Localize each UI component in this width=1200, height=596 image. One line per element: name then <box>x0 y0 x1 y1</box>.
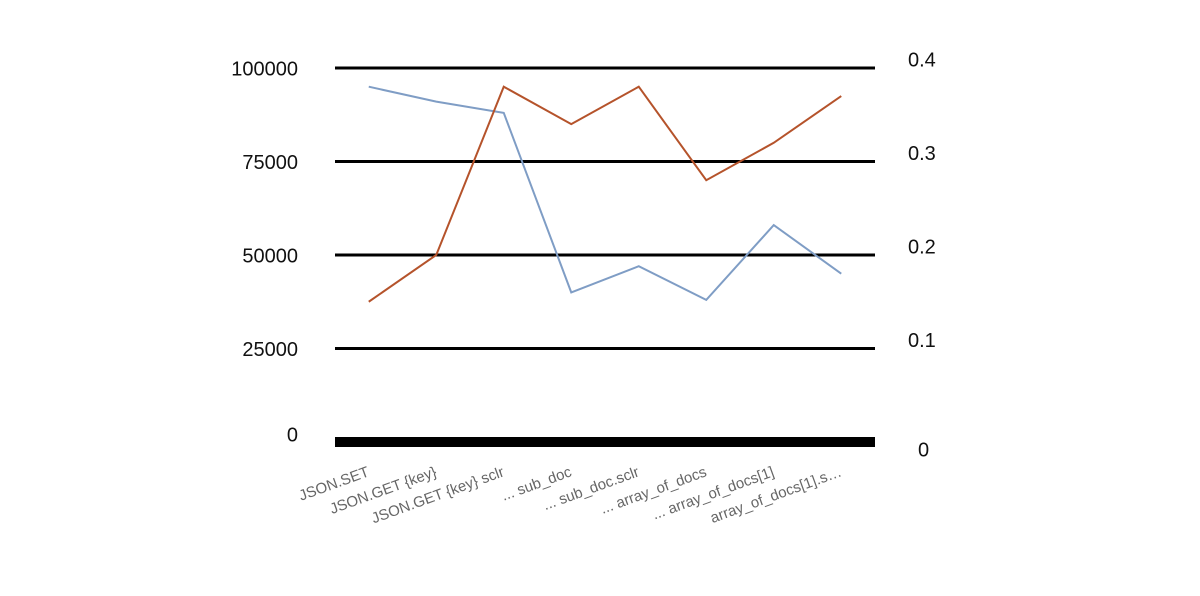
y-tick-label: 50000 <box>242 245 298 267</box>
y2-tick-label: 0.3 <box>908 143 936 165</box>
y-tick-label: 100000 <box>231 58 298 80</box>
y-tick-label: 25000 <box>242 339 298 361</box>
y2-tick-label: 0.2 <box>908 236 936 258</box>
y2-tick-label: 0.4 <box>908 49 936 71</box>
y-tick-label: 75000 <box>242 152 298 174</box>
series-line <box>368 85 842 303</box>
series-line <box>368 85 842 302</box>
y2-tick-label: 0 <box>918 439 929 461</box>
y-tick-label: 0 <box>287 424 298 446</box>
y2-tick-label: 0.1 <box>908 330 936 352</box>
